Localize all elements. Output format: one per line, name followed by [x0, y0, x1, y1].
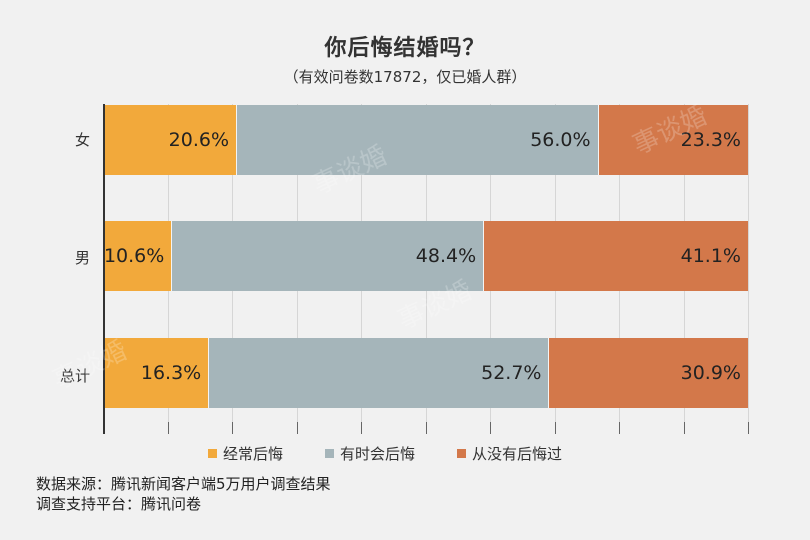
legend: 经常后悔 有时会后悔 从没有后悔过: [208, 443, 604, 464]
legend-label: 经常后悔: [223, 445, 284, 463]
bar-row: 16.3% 52.7% 30.9%: [103, 338, 748, 408]
data-label: 41.1%: [680, 245, 741, 267]
survey-platform-note: 调查支持平台：腾讯问卷: [36, 495, 202, 513]
x-axis-tick: [748, 422, 749, 434]
x-axis-tick: [619, 422, 620, 434]
bar-segment-often-regret: 20.6%: [103, 105, 236, 175]
gridline: [748, 104, 749, 432]
category-label-male: 男: [74, 249, 90, 267]
data-label: 52.7%: [481, 362, 542, 384]
legend-swatch-often-icon: [208, 449, 217, 458]
x-axis-tick: [555, 422, 556, 434]
x-axis-tick: [684, 422, 685, 434]
bar-segment-never-regret: 41.1%: [483, 221, 748, 291]
x-axis-tick: [361, 422, 362, 434]
bar-segment-sometimes-regret: 56.0%: [236, 105, 598, 175]
chart-subtitle: （有效问卷数17872，仅已婚人群）: [283, 68, 527, 86]
data-label: 23.3%: [680, 129, 741, 151]
data-label: 10.6%: [103, 245, 165, 267]
bar-segment-sometimes-regret: 52.7%: [208, 338, 549, 408]
bar-segment-never-regret: 30.9%: [548, 338, 748, 408]
data-label: 48.4%: [415, 245, 477, 267]
legend-swatch-sometimes-icon: [325, 449, 335, 458]
data-source-note: 数据来源：腾讯新闻客户端5万用户调查结果: [36, 475, 331, 493]
bar-segment-often-regret: 16.3%: [103, 338, 209, 408]
data-label: 20.6%: [168, 129, 229, 151]
legend-item-sometimes-regret: 有时会后悔: [325, 443, 415, 464]
legend-item-often-regret: 经常后悔: [208, 443, 283, 464]
bar-row: 20.6% 56.0% 23.3%: [103, 105, 748, 175]
legend-item-never-regret: 从没有后悔过: [457, 443, 562, 464]
x-axis-tick: [490, 422, 491, 434]
bar-segment-sometimes-regret: 48.4%: [171, 221, 484, 291]
x-axis-tick: [426, 422, 427, 434]
plot-area: 20.6% 56.0% 23.3% 10.6% 48.4% 41.1% 16.3% 52.7%…: [103, 104, 749, 434]
legend-swatch-never-icon: [457, 449, 467, 458]
chart-title: 你后悔结婚吗？: [324, 36, 486, 61]
category-label-total: 总计: [59, 367, 90, 385]
y-axis-line: [103, 104, 105, 434]
data-label: 30.9%: [680, 362, 741, 384]
category-label-female: 女: [74, 131, 90, 149]
legend-label: 有时会后悔: [340, 445, 416, 463]
data-label: 56.0%: [530, 129, 591, 151]
bar-segment-never-regret: 23.3%: [597, 105, 748, 175]
footer: 数据来源：腾讯新闻客户端5万用户调查结果 调查支持平台：腾讯问卷: [36, 474, 331, 514]
bar-row: 10.6% 48.4% 41.1%: [103, 221, 748, 291]
x-axis-tick: [168, 422, 169, 434]
legend-label: 从没有后悔过: [472, 445, 563, 463]
data-label: 16.3%: [140, 362, 202, 384]
x-axis-tick: [232, 422, 233, 434]
bar-segment-often-regret: 10.6%: [103, 221, 172, 291]
x-axis-tick: [297, 422, 298, 434]
